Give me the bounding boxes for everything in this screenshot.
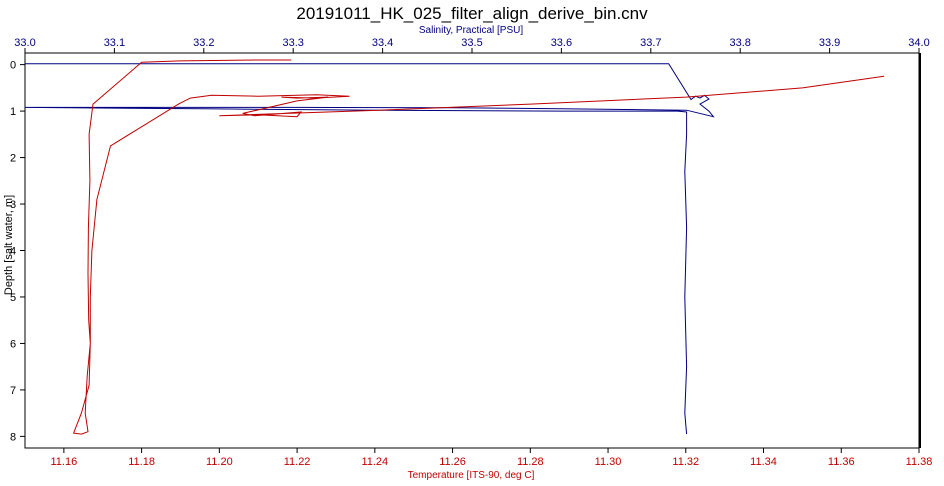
bottom-tick-label: 11.20	[206, 456, 233, 468]
right-frame-edge	[919, 53, 921, 448]
top-tick-label: 33.5	[461, 37, 482, 49]
bottom-tick-label: 11.32	[672, 456, 699, 468]
bottom-tick-label: 11.38	[906, 456, 933, 468]
top-tick-label: 33.1	[104, 37, 125, 49]
top-tick-label: 33.8	[729, 37, 750, 49]
bottom-axis-label: Temperature [ITS-90, deg C]	[408, 470, 535, 481]
salinity-profile-line	[24, 63, 715, 435]
left-tick-label: 7	[10, 385, 16, 397]
bottom-tick-label: 11.22	[284, 456, 311, 468]
left-tick-label: 5	[10, 292, 16, 304]
left-tick-label: 3	[10, 199, 16, 211]
top-tick-label: 33.7	[640, 37, 661, 49]
top-tick-label: 33.6	[551, 37, 572, 49]
left-tick-label: 6	[10, 338, 16, 350]
top-tick-label: 33.4	[372, 37, 393, 49]
left-tick-label: 1	[10, 106, 16, 118]
temperature-profile-line	[72, 59, 885, 435]
bottom-tick-label: 11.28	[517, 456, 544, 468]
bottom-tick-label: 11.24	[361, 456, 388, 468]
top-tick-label: 33.9	[819, 37, 840, 49]
top-tick-label: 33.0	[14, 37, 35, 49]
left-axis-ticks: 0 1 2 3 4 5 6 7 8	[10, 60, 25, 443]
bottom-tick-label: 11.18	[128, 456, 155, 468]
bottom-tick-label: 11.34	[750, 456, 777, 468]
plot-frame	[24, 52, 920, 449]
y-axis-label: Depth [salt water, m]	[3, 195, 15, 295]
bottom-tick-label: 11.36	[828, 456, 855, 468]
bottom-tick-label: 11.30	[595, 456, 622, 468]
top-tick-label: 33.3	[282, 37, 303, 49]
top-tick-label: 33.2	[193, 37, 214, 49]
bottom-tick-label: 11.26	[439, 456, 466, 468]
top-tick-label: 34.0	[908, 37, 929, 49]
chart-title: 20191011_HK_025_filter_align_derive_bin.…	[296, 4, 648, 23]
left-tick-label: 8	[10, 431, 16, 443]
bottom-axis-ticks: 11.16 11.18 11.20 11.22 11.24 11.26 11.28 11.30…	[51, 448, 933, 468]
top-axis-label: Salinity, Practical [PSU]	[419, 25, 524, 36]
series-layer	[24, 59, 885, 435]
left-tick-label: 0	[10, 60, 16, 72]
left-tick-label: 2	[10, 153, 16, 165]
left-tick-label: 4	[10, 246, 16, 258]
bottom-tick-label: 11.16	[51, 456, 78, 468]
top-axis-ticks: 33.0 33.1 33.2 33.3 33.4 33.5 33.6 33.7 33.8 33.9…	[14, 37, 930, 53]
